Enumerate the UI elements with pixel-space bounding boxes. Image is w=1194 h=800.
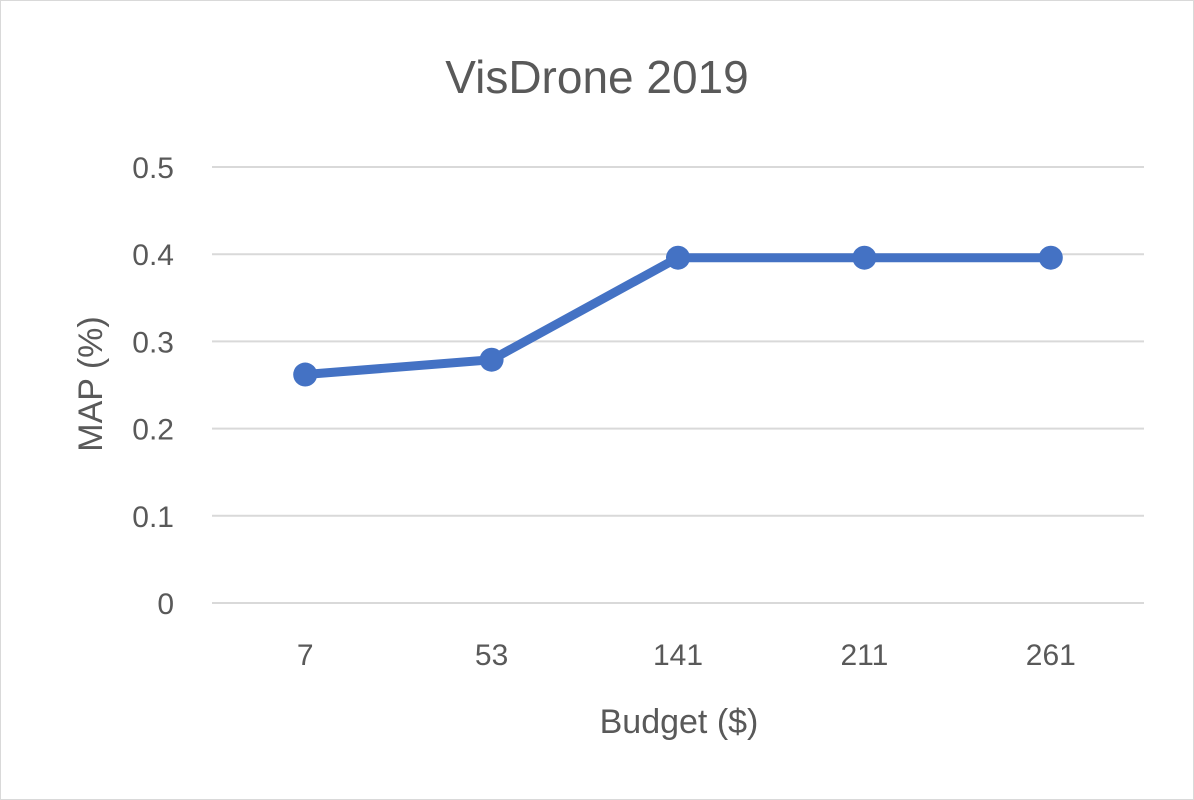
y-axis-tick-labels: 0 0.1 0.2 0.3 0.4 0.5	[132, 152, 174, 621]
x-tick-label: 211	[840, 639, 888, 672]
data-point	[1038, 245, 1063, 270]
y-tick-label: 0.1	[132, 501, 174, 534]
x-axis-tick-labels: 7 53 141 211 261	[297, 639, 1076, 672]
data-point	[852, 245, 877, 270]
y-tick-label: 0.4	[132, 239, 174, 272]
x-axis-title: Budget ($)	[600, 703, 759, 741]
y-axis-title: MAP (%)	[72, 316, 110, 451]
series-line	[300, 253, 1056, 380]
series-layer	[293, 245, 1063, 387]
x-tick-label: 53	[475, 639, 508, 672]
y-tick-label: 0.3	[132, 326, 174, 359]
x-tick-label: 141	[653, 639, 703, 672]
x-tick-label: 7	[297, 639, 314, 672]
chart-title: VisDrone 2019	[445, 51, 748, 103]
y-tick-label: 0.5	[132, 152, 174, 185]
data-point	[666, 245, 690, 270]
y-tick-label: 0.2	[132, 414, 174, 447]
x-tick-label: 261	[1026, 639, 1076, 672]
data-point	[293, 362, 318, 387]
data-point	[479, 347, 504, 372]
y-tick-label: 0	[157, 588, 174, 621]
gridlines	[212, 166, 1144, 604]
